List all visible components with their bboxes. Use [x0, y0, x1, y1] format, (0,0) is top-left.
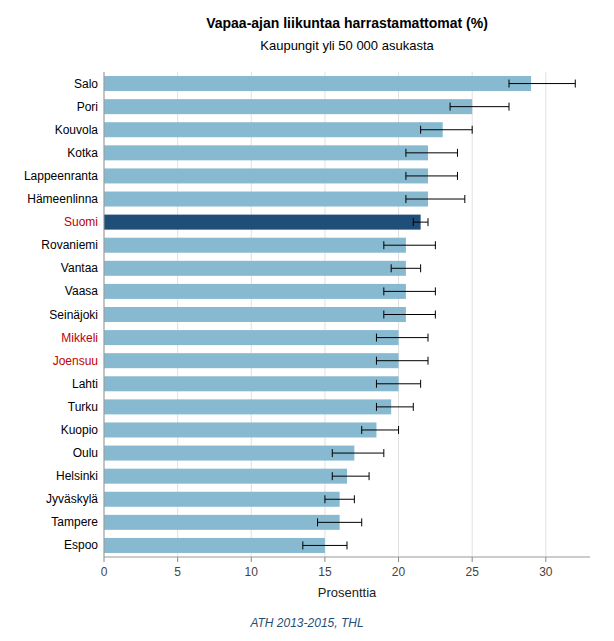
error-bar — [406, 172, 458, 180]
y-tick-labels: Salo Pori Kouvola Kotka Lappeenranta Hämeenli… — [24, 77, 98, 553]
title: Vapaa-ajan liikuntaa harrastamattomat (%… — [206, 15, 488, 31]
category-label: Espoo — [64, 538, 98, 552]
tick-label: 15 — [318, 565, 332, 579]
category-label: Joensuu — [53, 354, 98, 368]
tick-label: 20 — [392, 565, 406, 579]
tick-mark — [324, 557, 325, 562]
category-label: Tampere — [51, 515, 98, 529]
category-label: Hämeenlinna — [27, 192, 98, 206]
bar — [104, 76, 531, 91]
error-bar — [384, 287, 436, 295]
bar — [104, 145, 428, 160]
tick-mark — [177, 557, 178, 562]
error-bar — [509, 80, 575, 88]
category-label: Vaasa — [65, 284, 98, 298]
chart: 0 5 10 15 20 25 30 Salo Pori Kouvola Kotka Lappeenr… — [0, 0, 614, 641]
bar — [104, 192, 428, 207]
category-label: Lahti — [72, 377, 98, 391]
bar — [104, 353, 399, 368]
category-label: Suomi — [64, 215, 98, 229]
tick-mark — [251, 557, 252, 562]
marks — [104, 76, 575, 553]
category-label: Kouvola — [55, 123, 99, 137]
category-label: Pori — [77, 100, 98, 114]
bar — [104, 515, 340, 530]
error-bar — [406, 149, 458, 157]
tick-mark — [104, 557, 105, 562]
category-label: Seinäjoki — [49, 308, 98, 322]
tick-label: 5 — [174, 565, 181, 579]
bar — [104, 446, 354, 461]
bar — [104, 215, 421, 230]
tick-mark — [545, 557, 546, 562]
error-bar — [450, 103, 509, 111]
tick-mark — [472, 557, 473, 562]
bar — [104, 376, 399, 391]
tick-label: 10 — [245, 565, 259, 579]
error-bar — [362, 426, 399, 434]
category-label: Turku — [68, 400, 98, 414]
error-bar — [376, 403, 413, 411]
bar — [104, 469, 347, 484]
error-bar — [413, 218, 428, 226]
category-label: Salo — [74, 77, 98, 91]
bar — [104, 399, 391, 414]
bar — [104, 284, 406, 299]
bar — [104, 238, 406, 253]
error-bar — [376, 380, 420, 388]
grid-line — [545, 72, 546, 557]
tick-label: 0 — [101, 565, 108, 579]
error-bar — [318, 518, 362, 526]
category-label: Oulu — [73, 446, 98, 460]
y-axis-line — [104, 72, 105, 557]
error-bar — [303, 541, 347, 549]
error-bar — [332, 472, 369, 480]
category-label: Helsinki — [56, 469, 98, 483]
category-label: Jyväskylä — [46, 492, 98, 506]
error-bar — [421, 126, 473, 134]
grid-line — [104, 72, 105, 557]
x-ticks: 0 5 10 15 20 25 30 — [101, 557, 553, 579]
category-label: Kotka — [67, 146, 98, 160]
bar — [104, 261, 406, 276]
error-bar — [384, 241, 436, 249]
error-bar — [391, 264, 420, 272]
error-bar — [384, 311, 436, 319]
subtitle: Kaupungit yli 50 000 asukasta — [260, 38, 434, 53]
tick-mark — [398, 557, 399, 562]
x-axis-line — [104, 557, 590, 558]
error-bar — [332, 449, 384, 457]
x-axis-label: Prosenttia — [318, 585, 377, 600]
category-label: Lappeenranta — [24, 169, 98, 183]
bar — [104, 122, 443, 137]
background — [0, 0, 614, 641]
category-label: Vantaa — [61, 261, 98, 275]
error-bar — [406, 195, 465, 203]
bar — [104, 422, 376, 437]
error-bar — [325, 495, 354, 503]
error-bar — [376, 334, 428, 342]
tick-label: 25 — [466, 565, 480, 579]
footer: ATH 2013-2015, THL — [249, 616, 363, 630]
bar — [104, 538, 325, 553]
bar — [104, 492, 340, 507]
category-label: Mikkeli — [61, 331, 98, 345]
bar — [104, 307, 406, 322]
bar — [104, 99, 472, 114]
category-label: Kuopio — [61, 423, 99, 437]
grid — [104, 72, 546, 557]
tick-label: 30 — [539, 565, 553, 579]
bar — [104, 330, 399, 345]
error-bar — [376, 357, 428, 365]
bar — [104, 168, 428, 183]
grid-line — [472, 72, 473, 557]
category-label: Rovaniemi — [41, 238, 98, 252]
